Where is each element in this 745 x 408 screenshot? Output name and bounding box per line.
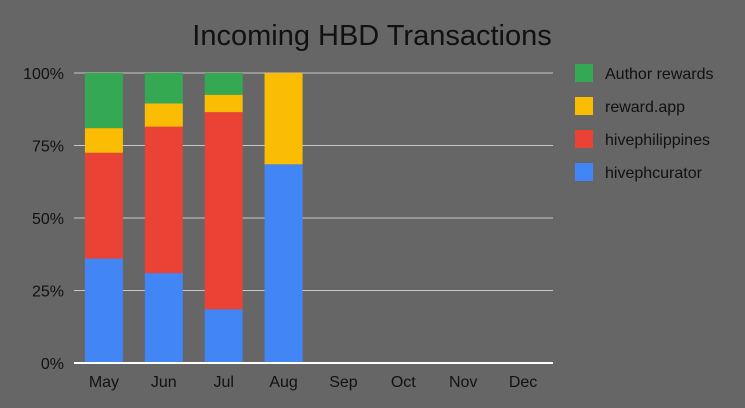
bar-segment-hivephilippines-jul [204,112,243,310]
bar-segment-reward-app-jul [204,94,243,113]
y-tick-label: 25% [32,284,64,301]
legend-label: hivephilippines [605,132,710,149]
bar-segment-hivephcurator-aug [264,164,303,363]
bar-segment-hivephilippines-jun [144,126,183,274]
y-tick-label: 0% [41,356,64,373]
x-tick-label: Aug [269,374,297,391]
y-tick-label: 75% [32,139,64,156]
legend-label: hivephcurator [605,165,703,182]
legend-label: reward.app [605,99,685,116]
legend-swatch [575,64,593,82]
x-tick-label: Jun [151,374,177,391]
y-tick-label: 100% [23,66,64,83]
x-tick-label: Jul [213,374,233,391]
bar-segment-reward-app-aug [264,73,303,165]
bar-segment-author-rewards-jul [204,73,243,95]
legend-swatch [575,163,593,181]
chart-title: Incoming HBD Transactions [192,20,551,52]
x-tick-label: May [89,374,119,391]
bar-segment-author-rewards-jun [144,73,183,104]
bar-segment-hivephcurator-may [84,258,123,363]
legend-swatch [575,97,593,115]
x-tick-label: Dec [509,374,537,391]
bar-segment-hivephilippines-may [84,152,123,259]
bar-segment-reward-app-may [84,128,123,153]
legend-swatch [575,130,593,148]
x-tick-label: Sep [329,374,358,391]
x-tick-label: Oct [391,374,416,391]
bar-segment-author-rewards-may [84,73,123,129]
legend: Author rewards reward.app hivephilippines h… [575,64,714,182]
bar-segment-reward-app-jun [144,103,183,127]
bar-segment-hivephcurator-jun [144,273,183,363]
axes: 0% 25% 50% 75% 100% May Jun Jul Aug Sep Oct Nov Dec [23,66,553,391]
bar-segment-hivephcurator-jul [204,309,243,363]
y-tick-label: 50% [32,211,64,228]
legend-label: Author rewards [605,66,714,83]
bars [84,73,303,363]
x-tick-label: Nov [449,374,477,391]
